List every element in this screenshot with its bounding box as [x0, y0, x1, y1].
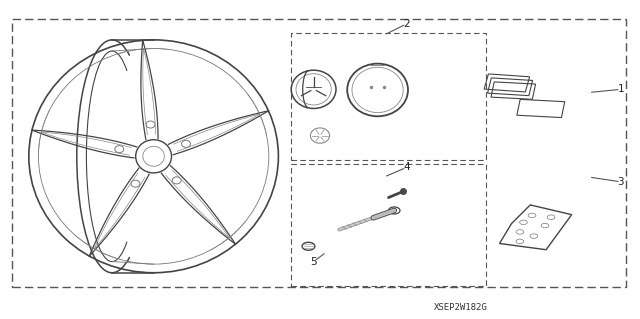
Text: 2: 2 [403, 19, 410, 29]
Text: 1: 1 [618, 84, 624, 94]
Text: 4: 4 [403, 162, 410, 173]
Text: 5: 5 [310, 256, 317, 267]
Text: XSEP2W182G: XSEP2W182G [434, 303, 488, 312]
Text: 3: 3 [618, 177, 624, 187]
